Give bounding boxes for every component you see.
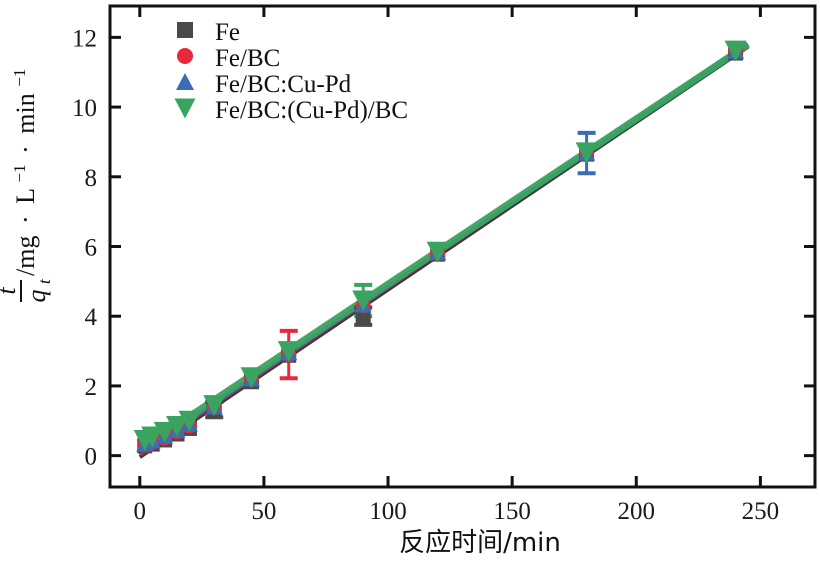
- x-tick-label: 200: [618, 498, 656, 525]
- x-tick-label: 100: [369, 498, 407, 525]
- data-point: [724, 40, 747, 62]
- y-axis-units: /mg · L −1 · min −1: [2, 69, 40, 276]
- legend-label: Fe/BC: [215, 45, 280, 72]
- legend-label: Fe/BC:Cu-Pd: [215, 71, 352, 98]
- data-point: [575, 142, 598, 164]
- y-tick-label: 12: [72, 25, 97, 52]
- x-axis-title: 反应时间/min: [399, 528, 561, 558]
- series-markers-fe-bc--cu-pd--bc: [133, 40, 747, 451]
- data-point: [277, 341, 300, 363]
- legend-label: Fe: [215, 19, 240, 46]
- legend-item-1: Fe/BC: [177, 45, 280, 72]
- data-point: [352, 290, 375, 312]
- legend-marker-icon: [177, 48, 193, 64]
- y-tick-label: 4: [85, 304, 98, 331]
- y-axis-tick-labels: 0 2 4 6 8 10 12: [72, 25, 98, 470]
- data-point: [426, 241, 449, 263]
- legend-label: Fe/BC:(Cu-Pd)/BC: [215, 97, 408, 124]
- data-point: [203, 395, 226, 417]
- y-tick-label: 8: [85, 165, 98, 192]
- data-point: [153, 421, 176, 443]
- x-tick-label: 0: [134, 498, 147, 525]
- legend-item-0: Fe: [177, 19, 240, 46]
- legend-marker-icon: [177, 22, 193, 38]
- y-axis-title: t q t /mg · L −1 · min −1: [0, 69, 54, 303]
- legend-item-3: Fe/BC:(Cu-Pd)/BC: [174, 97, 408, 124]
- data-point: [178, 410, 201, 432]
- x-axis-title-text: 反应时间/min: [399, 528, 561, 558]
- y-tick-label: 10: [72, 95, 97, 122]
- y-axis-denominator-subscript: t: [35, 278, 54, 284]
- y-axis-denominator: q: [22, 290, 51, 303]
- x-tick-label: 150: [493, 498, 531, 525]
- legend-marker-icon: [176, 73, 194, 90]
- data-point: [141, 426, 164, 448]
- x-axis-ticks: [138, 6, 762, 487]
- y-tick-label: 6: [85, 235, 98, 262]
- y-tick-label: 2: [85, 374, 98, 401]
- x-axis-tick-labels: 0 50 100 150 200 250: [134, 498, 780, 525]
- x-tick-label: 250: [742, 498, 780, 525]
- legend-item-2: Fe/BC:Cu-Pd: [176, 71, 352, 98]
- data-point: [240, 367, 263, 389]
- y-axis-numerator: t: [0, 287, 21, 295]
- y-tick-label: 0: [85, 444, 98, 471]
- series-markers: [133, 40, 747, 454]
- legend-marker-icon: [174, 98, 196, 119]
- y-axis-ticks: [110, 35, 815, 458]
- data-point: [166, 416, 189, 438]
- x-tick-label: 50: [251, 498, 276, 525]
